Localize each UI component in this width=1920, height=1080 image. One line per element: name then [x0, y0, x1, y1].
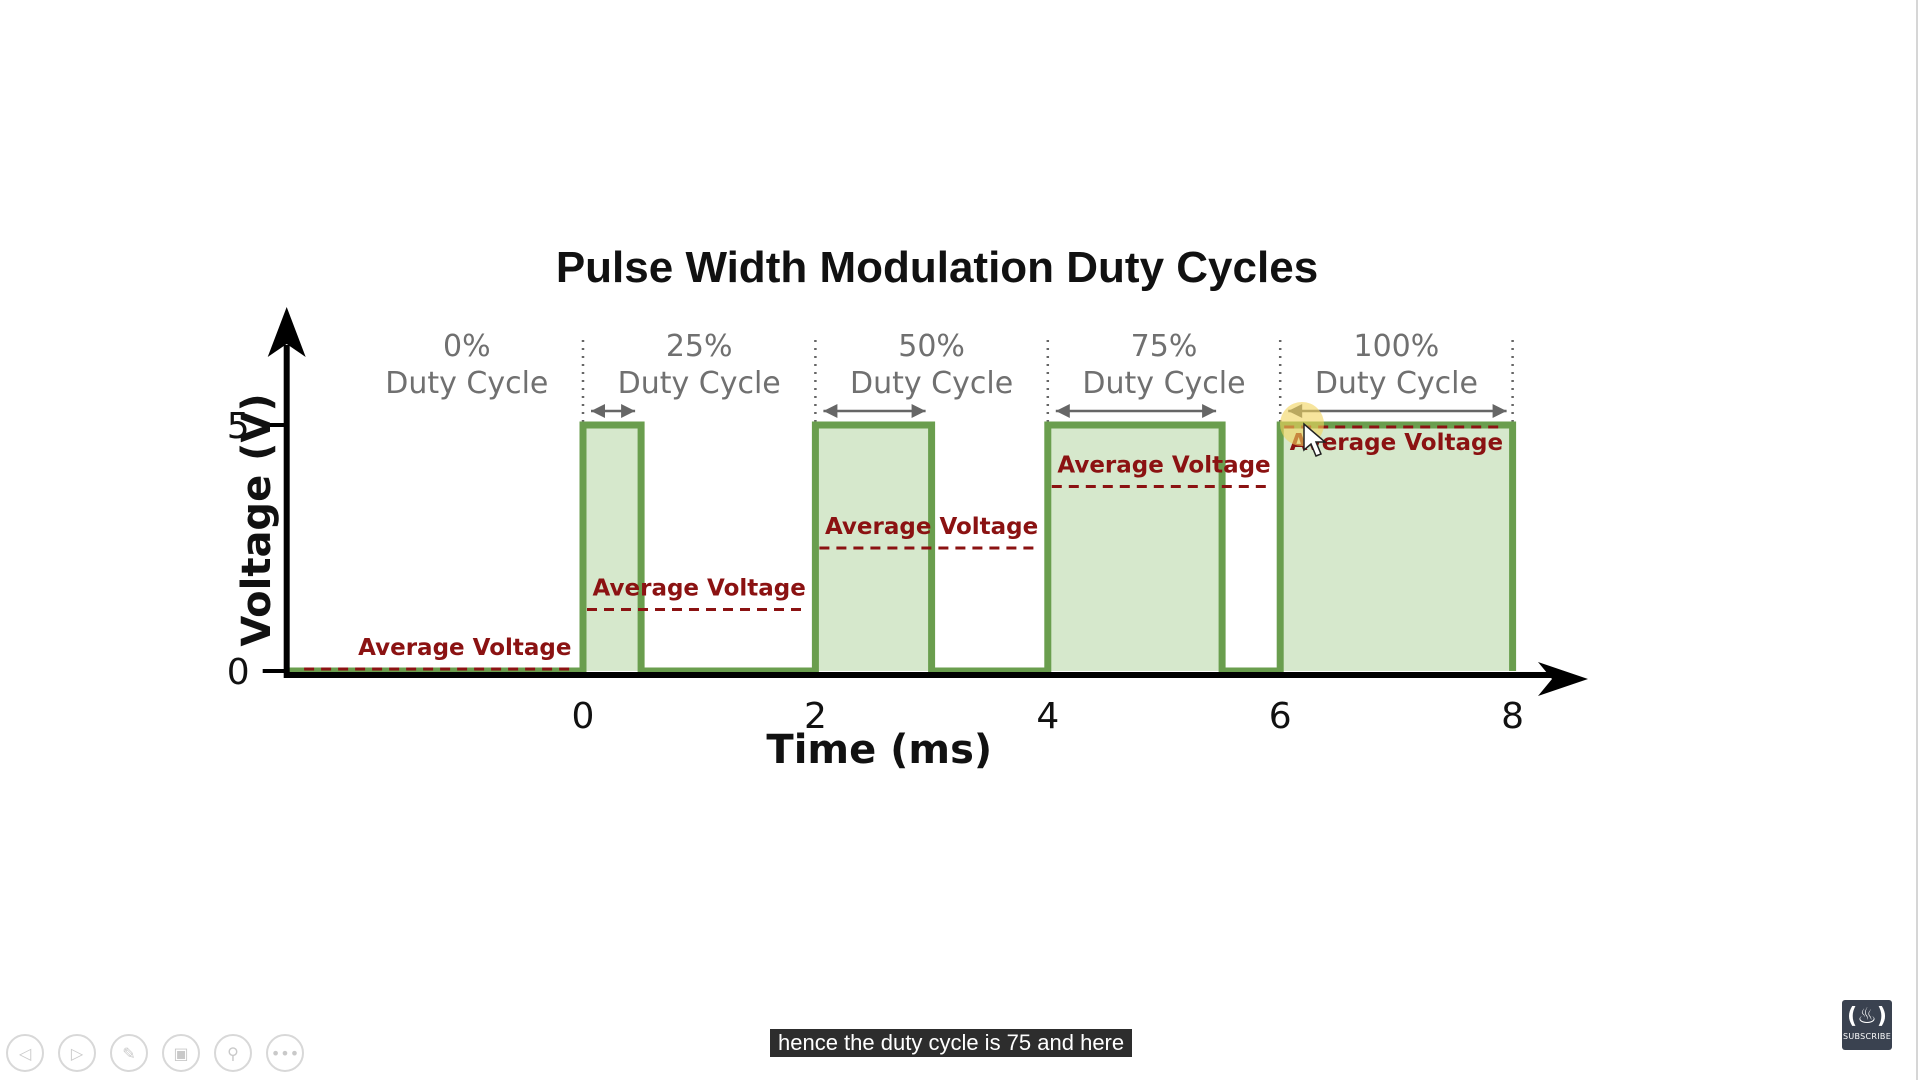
duty-percent-label: 50% [898, 329, 965, 364]
duty-cycle-label: Duty Cycle [850, 366, 1013, 401]
next-icon: ▷ [70, 1043, 84, 1063]
pwm-signal-line [286, 421, 1517, 675]
zoom-icon: ⚲ [227, 1043, 239, 1063]
duty-percent-label: 25% [666, 329, 733, 364]
duty-percent-label: 100% [1354, 329, 1440, 364]
pulse-fill [1280, 425, 1513, 671]
previous-icon: ◁ [18, 1043, 32, 1063]
x-tick-label: 4 [1036, 696, 1059, 737]
zoom-button[interactable]: ⚲ [214, 1034, 252, 1072]
presentation-toolbar: ◁ ▷ ✎ ▣ ⚲ ••• [6, 1034, 304, 1072]
arrow-head-right [1492, 404, 1507, 418]
window-edge [1916, 0, 1918, 1080]
duty-percent-label: 75% [1131, 329, 1198, 364]
duty-cycle-label: Duty Cycle [1082, 366, 1245, 401]
y-tick-label: 5 [227, 406, 250, 447]
arrow-head-left [1055, 404, 1070, 418]
average-voltage-label: Average Voltage [825, 514, 1038, 540]
y-axis-label: Voltage (V) [234, 393, 280, 646]
arrow-head-left [823, 404, 838, 418]
subscribe-label: SUBSCRIBE [1842, 1032, 1892, 1041]
x-axis-arrow [1538, 662, 1588, 696]
x-tick-label: 6 [1269, 696, 1292, 737]
y-tick-label: 0 [227, 652, 250, 693]
x-tick-label: 2 [804, 696, 827, 737]
average-voltage-label: Average Voltage [593, 576, 806, 602]
subscribe-badge[interactable]: (♨) SUBSCRIBE [1842, 1000, 1892, 1050]
pulse-fill [1047, 425, 1223, 671]
arrow-head-right [911, 404, 926, 418]
pen-icon: ✎ [122, 1043, 136, 1063]
arrow-head-left [591, 404, 605, 418]
slides-button[interactable]: ▣ [162, 1034, 200, 1072]
x-axis-label: Time (ms) [766, 727, 992, 773]
freecodecamp-logo-icon: (♨) [1847, 1004, 1887, 1029]
y-axis-arrow [267, 307, 306, 357]
average-voltage-label: Average Voltage [358, 635, 571, 661]
duty-cycle-label: Duty Cycle [618, 366, 781, 401]
duty-cycle-label: Duty Cycle [1315, 366, 1478, 401]
previous-button[interactable]: ◁ [6, 1034, 44, 1072]
pulse-fill [583, 425, 642, 671]
duty-cycle-label: Duty Cycle [385, 366, 548, 401]
subtitle-caption: hence the duty cycle is 75 and here [770, 1029, 1133, 1057]
pen-button[interactable]: ✎ [110, 1034, 148, 1072]
mouse-cursor-icon [1303, 422, 1328, 457]
chart-title: Pulse Width Modulation Duty Cycles [556, 243, 1318, 292]
arrow-head-right [621, 404, 636, 418]
average-voltage-label: Average Voltage [1057, 453, 1270, 479]
slides-icon: ▣ [173, 1043, 189, 1063]
x-tick-label: 8 [1501, 696, 1524, 737]
average-voltage-label: Average Voltage [1290, 430, 1503, 456]
more-button[interactable]: ••• [266, 1034, 304, 1072]
x-tick-label: 0 [572, 696, 595, 737]
more-icon: ••• [270, 1043, 300, 1063]
arrow-head-right [1202, 404, 1217, 418]
next-button[interactable]: ▷ [58, 1034, 96, 1072]
duty-percent-label: 0% [443, 329, 491, 364]
